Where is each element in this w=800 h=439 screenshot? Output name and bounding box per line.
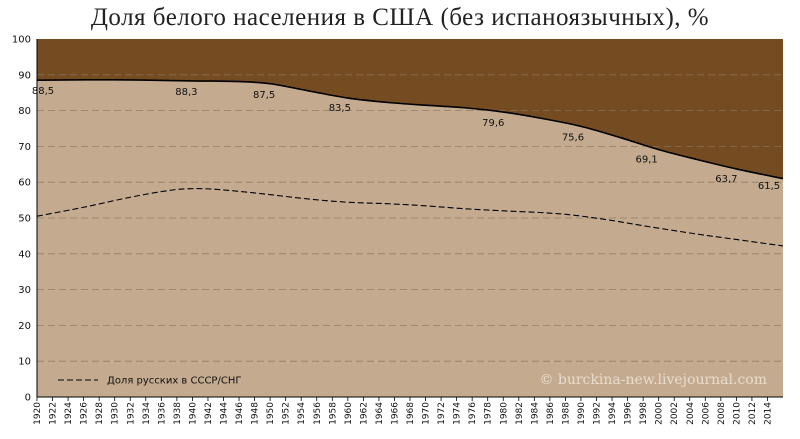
x-tick-label: 1956 [313, 402, 323, 425]
x-tick-label: 1928 [95, 402, 105, 425]
x-tick-label: 1920 [33, 402, 43, 425]
y-axis: 0 10 20 30 40 50 60 70 80 90 100 [12, 35, 38, 404]
x-tick-label: 1958 [328, 402, 338, 425]
watermark: © burckina-new.livejournal.com [539, 372, 767, 388]
data-label: 79,6 [482, 118, 504, 129]
x-tick-label: 1974 [453, 402, 463, 425]
y-tick-label: 40 [18, 249, 31, 260]
x-tick-label: 1976 [468, 402, 478, 425]
x-tick-label: 1990 [577, 402, 587, 425]
x-tick-label: 1982 [515, 402, 525, 425]
x-tick-label: 1968 [406, 402, 416, 425]
x-tick-label: 1970 [422, 402, 432, 425]
data-label: 83,5 [329, 103, 351, 114]
y-tick-label: 100 [12, 35, 31, 46]
y-tick-label: 20 [18, 321, 31, 332]
chart-title: Доля белого населения в США (без испаноя… [90, 4, 710, 31]
x-tick-label: 1926 [80, 402, 90, 425]
x-tick-label: 2010 [732, 402, 742, 425]
data-label: 88,3 [175, 87, 197, 98]
x-tick-label: 1954 [297, 402, 307, 425]
x-tick-label: 1946 [235, 402, 245, 425]
x-tick-label: 1984 [530, 402, 540, 425]
data-labels: 88,5 88,3 87,5 83,5 79,6 75,6 69,1 63,7 61,5 [32, 86, 780, 192]
x-tick-label: 2006 [701, 402, 711, 425]
y-tick-label: 30 [18, 285, 31, 296]
x-tick-label: 1944 [220, 402, 230, 425]
y-tick-label: 50 [18, 214, 31, 225]
x-tick-label: 1932 [126, 402, 136, 425]
y-tick-label: 10 [18, 357, 31, 368]
watermark-group: © burckina-new.livejournal.com [539, 372, 767, 388]
x-tick-label: 1952 [282, 402, 292, 425]
x-tick-label: 1966 [390, 402, 400, 425]
area-white [37, 79, 783, 398]
x-tick-label: 1992 [593, 402, 603, 425]
x-tick-label: 1986 [546, 402, 556, 425]
x-tick-label: 2012 [748, 402, 758, 425]
y-tick-label: 80 [18, 106, 31, 117]
series-line-white [36, 78, 784, 180]
x-tick-label: 2002 [670, 402, 680, 425]
chart-areas [37, 79, 783, 398]
x-tick-label: 1924 [64, 402, 74, 425]
x-tick-label: 1962 [359, 402, 369, 425]
data-label: 69,1 [636, 155, 658, 166]
chart-lines [36, 78, 784, 247]
series-line-russians [36, 188, 784, 247]
x-tick-label: 1998 [639, 402, 649, 425]
y-tick-label: 70 [18, 142, 31, 153]
x-tick-label: 1960 [344, 402, 354, 425]
x-tick-label: 1948 [251, 402, 261, 425]
x-tick-label: 1934 [142, 402, 152, 425]
data-label: 61,5 [758, 181, 780, 192]
x-axis: 1920 1922 1924 1926 1928 1930 1932 1934 1936 1938… [33, 396, 783, 425]
x-tick-label: 1942 [204, 402, 214, 425]
x-tick-label: 1936 [157, 402, 167, 425]
legend-label-russians: Доля русских в СССР/СНГ [107, 376, 241, 387]
gridlines [37, 74, 783, 362]
x-tick-label: 1996 [624, 402, 634, 425]
x-tick-label: 1980 [499, 402, 509, 425]
x-tick-label: 1938 [173, 402, 183, 425]
x-tick-label: 2000 [655, 402, 665, 425]
x-tick-label: 1940 [188, 402, 198, 425]
data-label: 75,6 [562, 132, 584, 143]
legend: Доля русских в СССР/СНГ [58, 376, 241, 387]
x-tick-label: 1950 [266, 402, 276, 425]
y-tick-label: 0 [25, 393, 31, 404]
data-label: 87,5 [253, 90, 275, 101]
x-tick-label: 1994 [608, 402, 618, 425]
x-tick-label: 1922 [49, 402, 59, 425]
x-tick-label: 2004 [686, 402, 696, 425]
x-tick-label: 1972 [437, 402, 447, 425]
x-tick-label: 1930 [111, 402, 121, 425]
x-tick-label: 2014 [763, 402, 773, 425]
x-tick-label: 1988 [561, 402, 571, 425]
x-tick-label: 1978 [484, 402, 494, 425]
y-tick-label: 90 [18, 70, 31, 81]
data-label: 63,7 [715, 174, 737, 185]
y-tick-label: 60 [18, 178, 31, 189]
x-tick-label: 1964 [375, 402, 385, 425]
x-tick-label: 2008 [717, 402, 727, 425]
data-label: 88,5 [32, 86, 54, 97]
